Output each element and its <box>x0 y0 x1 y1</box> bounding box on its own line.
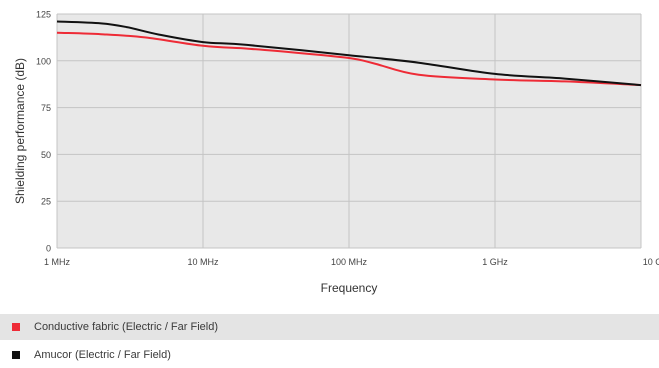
x-tick-label: 1 MHz <box>44 257 71 267</box>
y-tick-label: 50 <box>41 150 51 160</box>
series-lines <box>56 20 642 87</box>
series-line-conductive-fabric <box>56 31 642 87</box>
x-axis-label: Frequency <box>321 281 378 295</box>
x-tick-labels: 1 MHz 10 MHz 100 MHz 1 GHz 10 GHz <box>44 257 659 267</box>
legend-swatch-red <box>12 323 20 331</box>
y-tick-label: 125 <box>36 10 51 20</box>
y-tick-label: 100 <box>36 56 51 66</box>
legend-label: Conductive fabric (Electric / Far Field) <box>34 321 218 333</box>
shielding-chart: 0 25 50 75 100 125 1 MHz 10 MHz 100 MHz 1 GHz 10 … <box>13 10 659 296</box>
legend-item-amucor: Amucor (Electric / Far Field) <box>0 342 659 368</box>
series-line-amucor <box>56 20 642 87</box>
x-tick-label: 1 GHz <box>482 257 508 267</box>
legend-item-conductive-fabric: Conductive fabric (Electric / Far Field) <box>0 314 659 340</box>
y-tick-label: 75 <box>41 103 51 113</box>
y-axis-label: Shielding performance (dB) <box>13 58 27 204</box>
x-tick-label: 10 GHz <box>643 257 659 267</box>
y-tick-labels: 0 25 50 75 100 125 <box>36 10 51 254</box>
x-tick-label: 100 MHz <box>331 257 368 267</box>
y-tick-label: 25 <box>41 197 51 207</box>
legend-label: Amucor (Electric / Far Field) <box>34 349 171 361</box>
legend-swatch-black <box>12 351 20 359</box>
grid-lines <box>56 13 642 249</box>
x-tick-label: 10 MHz <box>187 257 219 267</box>
y-tick-label: 0 <box>46 244 51 254</box>
